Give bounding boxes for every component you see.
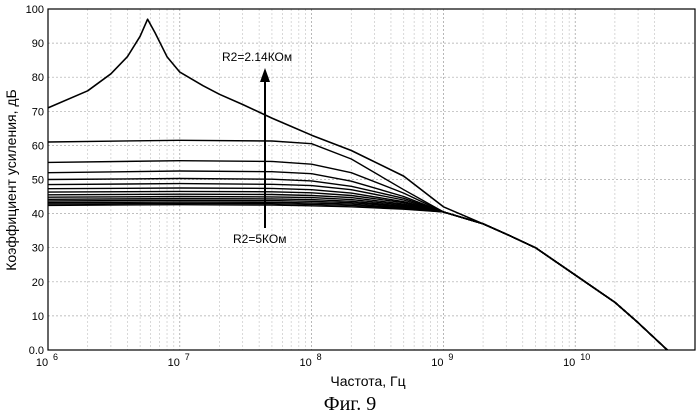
figure-caption: Фиг. 9 (324, 393, 376, 415)
grid (48, 9, 695, 350)
x-tick-label: 10 (563, 357, 575, 369)
series-line-15 (48, 205, 667, 350)
y-tick-labels: 0.0 10 20 30 40 50 60 70 80 90 100 (26, 4, 44, 357)
x-tick-exponent: 8 (317, 352, 322, 362)
series-line-8 (48, 191, 667, 350)
series-line-13 (48, 202, 667, 350)
x-tick-labels: 10 6 10 7 10 8 10 9 10 10 (36, 352, 590, 369)
y-tick-label: 60 (32, 140, 44, 152)
y-tick-label: 50 (32, 175, 44, 187)
series-line-7 (48, 188, 667, 350)
annotation-r2-top: R2=2.14КОм (222, 50, 292, 64)
y-tick-label: 30 (32, 243, 44, 255)
series-line-3 (48, 161, 667, 350)
y-tick-label: 90 (32, 38, 44, 50)
y-tick-label: 80 (32, 72, 44, 84)
y-tick-label: 10 (32, 311, 44, 323)
x-tick-label: 10 (168, 357, 180, 369)
x-tick-label: 10 (36, 357, 48, 369)
series-line-9 (48, 194, 667, 350)
x-axis-label: Частота, Гц (330, 373, 405, 389)
x-tick-label: 10 (299, 357, 311, 369)
x-tick-exponent: 10 (580, 352, 590, 362)
x-tick-label: 10 (431, 357, 443, 369)
y-tick-label: 40 (32, 209, 44, 221)
arrow-head-icon (260, 68, 270, 82)
y-tick-label: 0.0 (29, 345, 44, 357)
y-tick-label: 20 (32, 277, 44, 289)
x-tick-exponent: 6 (53, 352, 58, 362)
annotation-r2-bottom: R2=5КОм (233, 232, 286, 246)
x-tick-exponent: 9 (448, 352, 453, 362)
series-line-10 (48, 197, 667, 351)
series-line-1 (48, 19, 667, 350)
series-line-6 (48, 184, 667, 350)
series-line-14 (48, 203, 667, 350)
x-tick-exponent: 7 (185, 352, 190, 362)
y-tick-label: 70 (32, 106, 44, 118)
series-group (48, 19, 667, 350)
y-axis-label: Коэффициент усиления, дБ (3, 89, 19, 271)
y-tick-label: 100 (26, 4, 44, 16)
